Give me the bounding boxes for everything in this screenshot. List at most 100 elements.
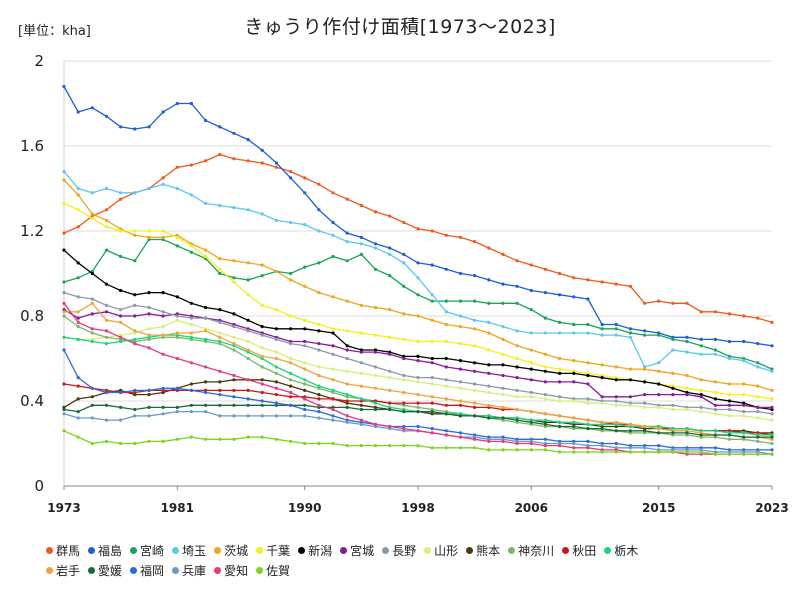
data-point bbox=[543, 352, 548, 356]
data-point bbox=[303, 327, 307, 331]
data-point bbox=[487, 301, 491, 305]
data-point bbox=[204, 365, 208, 369]
legend-label: 群馬 bbox=[56, 543, 81, 558]
data-point bbox=[289, 371, 293, 375]
data-point bbox=[430, 376, 434, 380]
data-point bbox=[388, 335, 392, 339]
data-point bbox=[657, 382, 661, 386]
legend-label: 岩手 bbox=[56, 563, 81, 578]
data-point bbox=[543, 369, 548, 373]
data-point bbox=[246, 329, 250, 333]
data-point bbox=[90, 216, 94, 220]
data-point bbox=[671, 427, 675, 431]
data-point bbox=[161, 291, 165, 295]
data-point bbox=[444, 429, 448, 433]
data-point bbox=[274, 161, 278, 165]
data-point bbox=[76, 337, 80, 341]
data-point bbox=[133, 337, 137, 341]
data-point bbox=[175, 335, 179, 339]
data-point bbox=[458, 367, 463, 371]
data-point bbox=[133, 233, 137, 237]
data-point bbox=[402, 261, 406, 265]
data-point bbox=[232, 414, 236, 418]
data-point bbox=[345, 356, 349, 361]
data-point bbox=[543, 316, 548, 320]
data-point bbox=[713, 407, 718, 412]
data-point bbox=[359, 242, 363, 246]
data-point bbox=[515, 395, 519, 399]
legend-label: 新潟 bbox=[308, 543, 333, 558]
data-point bbox=[614, 333, 618, 337]
data-point bbox=[104, 282, 109, 286]
data-point bbox=[572, 450, 576, 454]
data-point bbox=[189, 244, 193, 248]
legend-label: 兵庫 bbox=[182, 563, 207, 578]
data-point bbox=[76, 416, 80, 420]
data-point bbox=[289, 414, 293, 418]
legend-marker-icon bbox=[562, 546, 570, 554]
data-point bbox=[614, 282, 618, 286]
data-point bbox=[175, 101, 179, 106]
data-point bbox=[473, 240, 477, 244]
data-point bbox=[473, 437, 477, 441]
data-point bbox=[487, 448, 491, 452]
data-point bbox=[671, 371, 675, 375]
data-point bbox=[501, 373, 505, 378]
data-point bbox=[614, 429, 618, 433]
data-point bbox=[529, 331, 533, 335]
data-point bbox=[260, 382, 264, 386]
data-point bbox=[643, 450, 647, 454]
data-point bbox=[274, 403, 278, 407]
data-point bbox=[713, 403, 718, 407]
legend-label: 佐賀 bbox=[266, 563, 291, 578]
data-point bbox=[76, 320, 80, 324]
data-point bbox=[657, 427, 661, 431]
data-point bbox=[614, 322, 618, 327]
data-point bbox=[671, 386, 675, 390]
data-point bbox=[699, 337, 703, 341]
legend-item: 福岡 bbox=[130, 562, 164, 579]
data-point bbox=[586, 361, 590, 365]
data-point bbox=[657, 369, 661, 373]
data-point bbox=[388, 274, 392, 278]
data-point bbox=[76, 276, 80, 280]
data-point bbox=[359, 444, 363, 448]
data-point bbox=[232, 348, 236, 352]
data-point bbox=[345, 240, 349, 244]
data-point bbox=[501, 435, 505, 439]
data-point bbox=[473, 369, 477, 373]
data-point bbox=[473, 414, 477, 418]
data-point bbox=[727, 407, 732, 412]
data-point bbox=[189, 403, 193, 407]
data-point bbox=[473, 446, 477, 450]
legend-marker-icon bbox=[256, 546, 264, 554]
data-point bbox=[119, 418, 123, 422]
data-point bbox=[317, 182, 321, 186]
data-point bbox=[501, 363, 505, 367]
data-point bbox=[756, 410, 760, 414]
data-point bbox=[444, 233, 448, 237]
data-point bbox=[289, 327, 293, 331]
data-point bbox=[402, 284, 406, 288]
data-point bbox=[402, 444, 406, 448]
data-point bbox=[614, 403, 618, 407]
data-point bbox=[543, 412, 548, 416]
legend-marker-icon bbox=[256, 566, 264, 574]
data-point bbox=[189, 193, 193, 197]
data-point bbox=[699, 393, 703, 397]
data-point bbox=[289, 271, 293, 276]
data-point bbox=[274, 386, 278, 390]
data-point bbox=[487, 384, 491, 388]
data-point bbox=[317, 208, 321, 212]
data-point bbox=[586, 422, 590, 426]
data-point bbox=[133, 329, 137, 333]
y-tick-label: 0.8 bbox=[20, 307, 44, 325]
data-point bbox=[147, 229, 151, 233]
data-point bbox=[756, 439, 760, 443]
data-point bbox=[218, 437, 222, 441]
data-point bbox=[303, 403, 307, 407]
data-point bbox=[104, 310, 109, 314]
data-point bbox=[119, 254, 123, 259]
data-point bbox=[473, 382, 477, 386]
